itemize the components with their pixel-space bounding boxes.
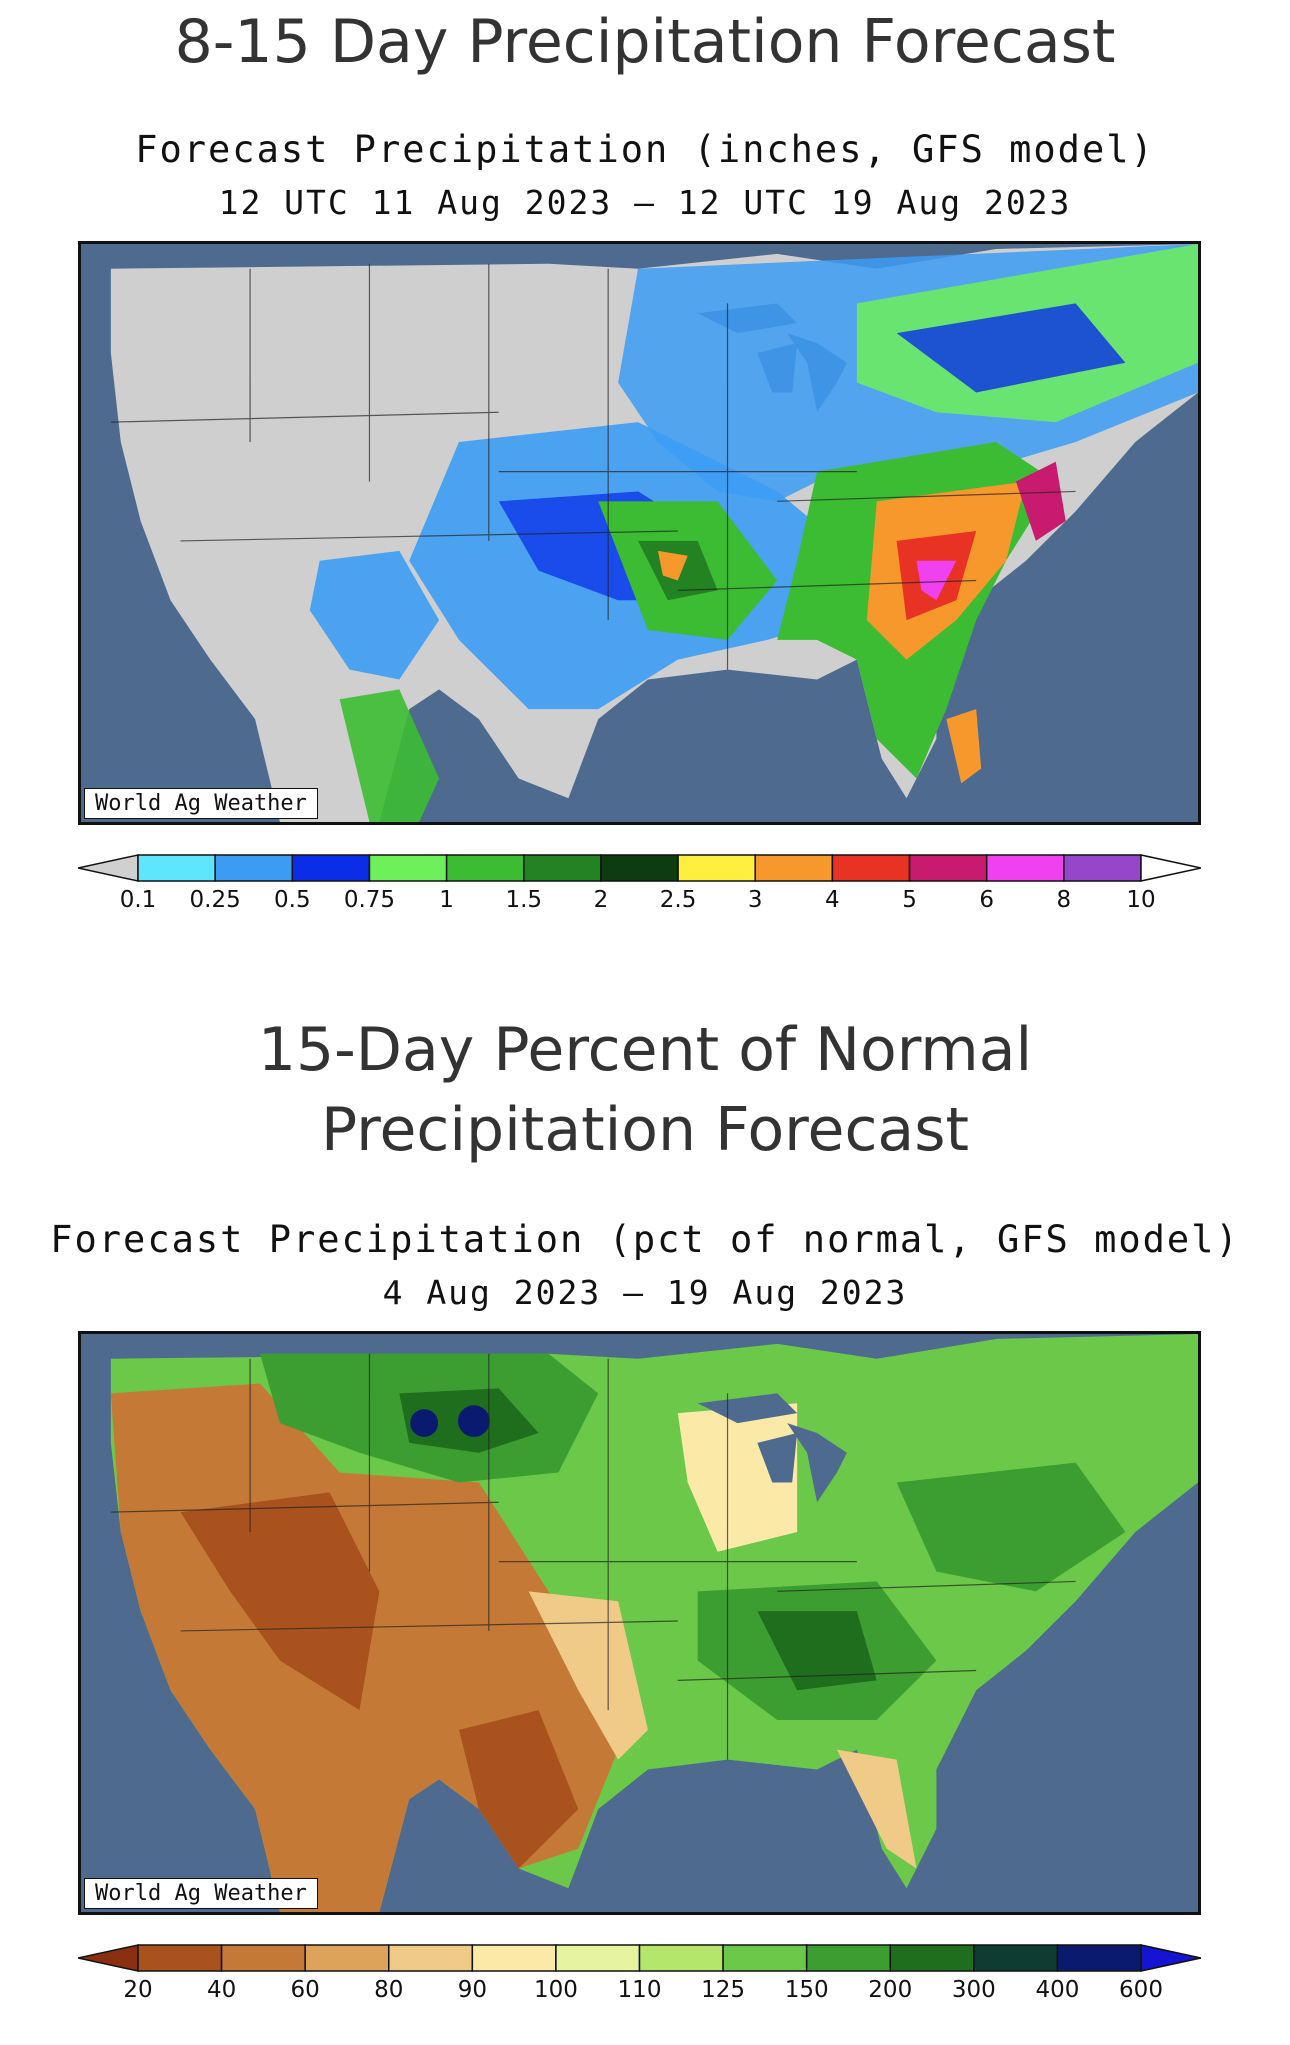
legend-tick-label: 0.1 (119, 887, 157, 913)
legend-swatch (1056, 1944, 1142, 1972)
legend-swatch (677, 854, 756, 882)
legend-swatch (471, 1944, 557, 1972)
legend-tick-label: 0.5 (274, 887, 311, 913)
legend-swatch (638, 1944, 724, 1972)
percent-normal-legend: 20 40 60 80 90 100 110 125 150 200 300 400 600 (78, 1941, 1201, 2021)
legend-tick-label: 300 (951, 1977, 996, 2003)
legend-swatch (722, 1944, 808, 1972)
precipitation-legend: 0.1 0.25 0.5 0.75 1 1.5 2 2.5 3 4 5 6 8 10 (78, 851, 1201, 931)
legend-tick-label: 20 (123, 1977, 153, 2003)
forecast-period-2: 4 Aug 2023 – 19 Aug 2023 (382, 1273, 908, 1312)
percent-normal-heading: 15-Day Percent of Normal Precipitation F… (257, 1015, 1033, 1165)
legend-swatch (555, 1944, 641, 1972)
legend-tick-label: 90 (457, 1977, 487, 2003)
legend-swatch (985, 854, 1065, 882)
legend-tick-label: 3 (747, 887, 763, 913)
legend-swatch (1140, 1944, 1201, 1972)
legend-swatch (889, 1944, 975, 1972)
legend-swatch (754, 854, 834, 882)
legend-tick-label: 8 (1056, 887, 1072, 913)
legend-tick-label: 80 (374, 1977, 404, 2003)
legend-tick-label: 1 (439, 887, 454, 913)
legend-swatch (831, 854, 911, 882)
legend-tick-label: 600 (1119, 1977, 1163, 2003)
legend-swatch (214, 854, 294, 882)
legend-swatch (805, 1944, 892, 1972)
forecast-heading: 8-15 Day Precipitation Forecast (174, 7, 1116, 77)
precipitation-map: World Ag Weather (78, 241, 1201, 825)
legend-swatch (137, 854, 216, 882)
legend-tick-label: 400 (1035, 1977, 1080, 2003)
legend-swatch (973, 1944, 1059, 1972)
legend-swatch (388, 1944, 474, 1972)
legend-tick-label: 4 (825, 887, 840, 913)
legend-ticks-2: 20 40 60 80 90 100 110 125 150 200 300 400 600 (78, 1975, 1201, 2015)
legend-tick-label: 100 (533, 1977, 578, 2003)
legend-tick-label: 1.5 (505, 887, 543, 913)
legend-swatch (445, 854, 525, 882)
legend-colorbar-2 (78, 1944, 1201, 1972)
map-credit: World Ag Weather (84, 788, 318, 819)
legend-swatch (220, 1944, 306, 1972)
legend-swatch (78, 854, 139, 882)
legend-tick-label: 0.25 (189, 887, 241, 913)
legend-tick-label: 110 (617, 1977, 662, 2003)
figure-title: Forecast Precipitation (inches, GFS mode… (135, 128, 1155, 171)
figure-title-2: Forecast Precipitation (pct of normal, G… (50, 1218, 1240, 1261)
legend-swatch (1140, 854, 1201, 882)
map-credit-2: World Ag Weather (84, 1878, 318, 1909)
forecast-period: 12 UTC 11 Aug 2023 – 12 UTC 19 Aug 2023 (218, 183, 1072, 222)
legend-tick-label: 60 (290, 1977, 320, 2003)
legend-tick-label: 2.5 (659, 887, 697, 913)
legend-tick-label: 6 (979, 887, 995, 913)
legend-tick-label: 2 (593, 887, 609, 913)
legend-tick-label: 0.75 (343, 887, 396, 913)
legend-swatch (600, 854, 679, 882)
legend-tick-label: 10 (1126, 887, 1156, 913)
legend-tick-label: 150 (784, 1977, 829, 2003)
legend-swatch (523, 854, 602, 882)
legend-swatch (78, 1944, 139, 1972)
legend-tick-label: 40 (206, 1977, 237, 2003)
legend-ticks: 0.1 0.25 0.5 0.75 1 1.5 2 2.5 3 4 5 6 8 10 (78, 885, 1201, 925)
legend-swatch (368, 854, 448, 882)
legend-swatch (908, 854, 988, 882)
legend-tick-label: 5 (902, 887, 917, 913)
legend-swatch (1063, 854, 1142, 882)
legend-swatch (304, 1944, 390, 1972)
legend-tick-label: 200 (868, 1977, 913, 2003)
legend-colorbar (78, 854, 1201, 882)
percent-normal-map: World Ag Weather (78, 1331, 1201, 1915)
legend-tick-label: 125 (701, 1977, 746, 2003)
legend-swatch (137, 1944, 223, 1972)
legend-swatch (291, 854, 371, 882)
